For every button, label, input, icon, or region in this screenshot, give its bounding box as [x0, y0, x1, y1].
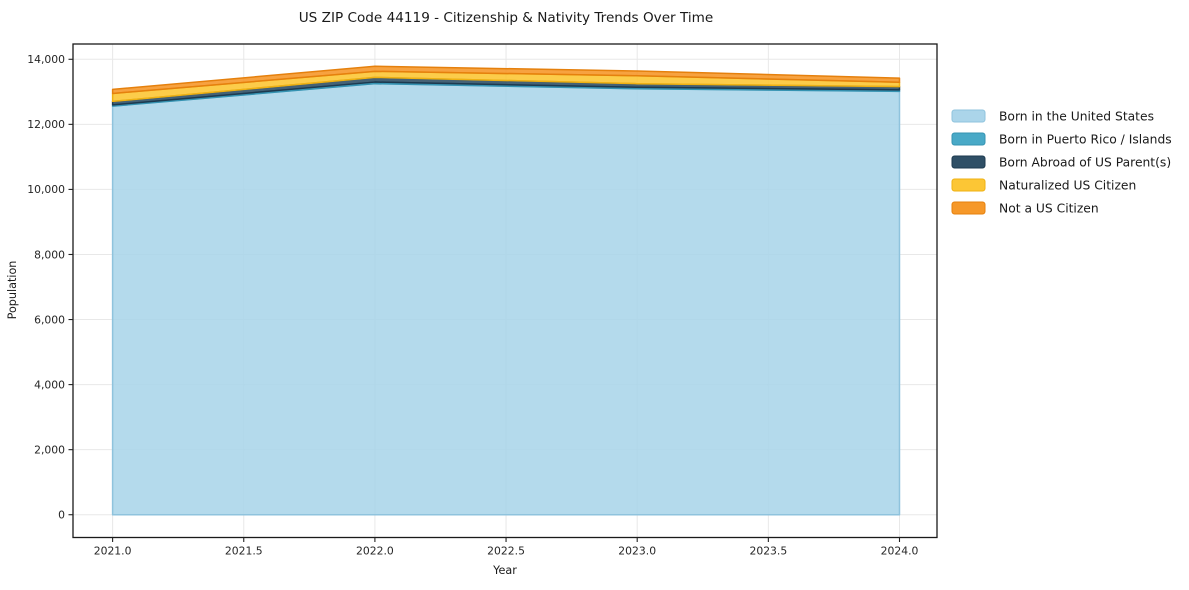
y-tick-label: 14,000 [27, 53, 65, 66]
axis-ticks: 0 2,000 4,000 6,000 8,000 10,000 12,000 14,000 2… [27, 53, 918, 557]
chart-title: US ZIP Code 44119 - Citizenship & Nativi… [299, 10, 714, 26]
legend-item: Not a US Citizen [951, 201, 1099, 216]
legend: Born in the United States Born in Puerto … [951, 109, 1172, 216]
y-tick-label: 6,000 [34, 313, 65, 326]
legend-item-label: Born Abroad of US Parent(s) [999, 156, 1171, 170]
y-tick-label: 8,000 [34, 248, 65, 261]
y-tick-label: 2,000 [34, 443, 65, 456]
legend-item-label: Born in Puerto Rico / Islands [999, 133, 1172, 147]
legend-swatch [951, 132, 986, 146]
legend-item: Born in Puerto Rico / Islands [951, 132, 1172, 147]
plot-frame [72, 43, 938, 539]
legend-swatch [951, 201, 986, 215]
area-not-a-us-citizen [111, 65, 901, 95]
legend-swatch [951, 109, 986, 123]
y-tick-label: 0 [58, 509, 65, 522]
legend-item: Born Abroad of US Parent(s) [951, 155, 1171, 170]
legend-swatch [951, 178, 986, 192]
x-tick-label: 2024.0 [881, 545, 919, 558]
x-tick-label: 2022.0 [356, 545, 394, 558]
legend-item: Naturalized US Citizen [951, 178, 1136, 193]
legend-item-label: Not a US Citizen [999, 202, 1099, 216]
legend-item-label: Naturalized US Citizen [999, 179, 1136, 193]
x-tick-label: 2021.5 [225, 545, 263, 558]
y-axis-label: Population [6, 261, 19, 320]
y-tick-label: 4,000 [34, 378, 65, 391]
y-tick-label: 10,000 [27, 183, 65, 196]
x-axis-label: Year [492, 564, 517, 577]
legend-swatch [951, 155, 986, 169]
x-tick-label: 2022.5 [487, 545, 525, 558]
x-tick-label: 2023.5 [749, 545, 787, 558]
legend-item-label: Born in the United States [999, 110, 1154, 124]
x-tick-label: 2023.0 [618, 545, 656, 558]
plot-border [72, 43, 938, 539]
legend-item: Born in the United States [951, 109, 1154, 124]
x-tick-label: 2021.0 [94, 545, 132, 558]
stacked-areas [111, 65, 901, 516]
area-born-in-the-united-states [111, 82, 901, 516]
y-tick-label: 12,000 [27, 118, 65, 131]
